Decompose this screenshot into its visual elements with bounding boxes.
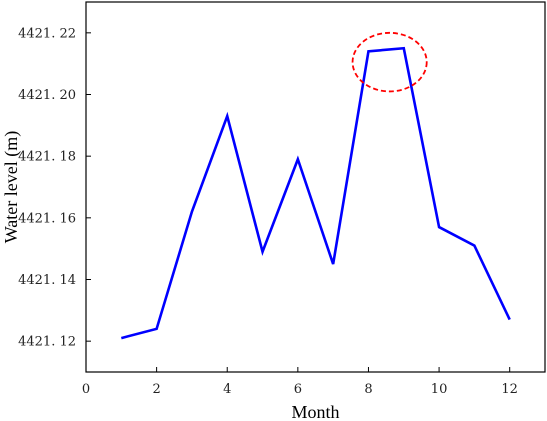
y-tick-label: 4421. 16 [18, 211, 76, 226]
y-tick-label: 4421. 18 [18, 150, 76, 165]
y-tick-label: 4421. 12 [18, 335, 76, 350]
y-tick-label: 4421. 22 [18, 26, 76, 41]
series-layer [120, 46, 511, 340]
x-axis-title: Month [291, 402, 339, 421]
x-tick-label: 4 [223, 382, 231, 397]
series-line-1 [120, 46, 511, 340]
plot-area-frame [85, 1, 546, 373]
x-tick-label: 12 [501, 382, 518, 397]
y-axis: 4421. 12 4421. 14 4421. 16 4421. 18 4421. 20… [18, 26, 91, 350]
x-tick-label: 10 [431, 382, 448, 397]
x-tick-label: 0 [82, 382, 90, 397]
y-axis-title: Water level (m) [1, 131, 22, 244]
y-tick-label: 4421. 14 [18, 273, 76, 288]
x-tick-label: 2 [152, 382, 160, 397]
x-tick-label: 8 [364, 382, 372, 397]
y-tick-label: 4421. 20 [18, 88, 76, 103]
annotation-layer [351, 31, 428, 93]
highlight-ellipse [351, 31, 428, 93]
x-tick-label: 6 [294, 382, 302, 397]
x-axis: 0 2 4 6 8 10 12 [82, 367, 518, 397]
